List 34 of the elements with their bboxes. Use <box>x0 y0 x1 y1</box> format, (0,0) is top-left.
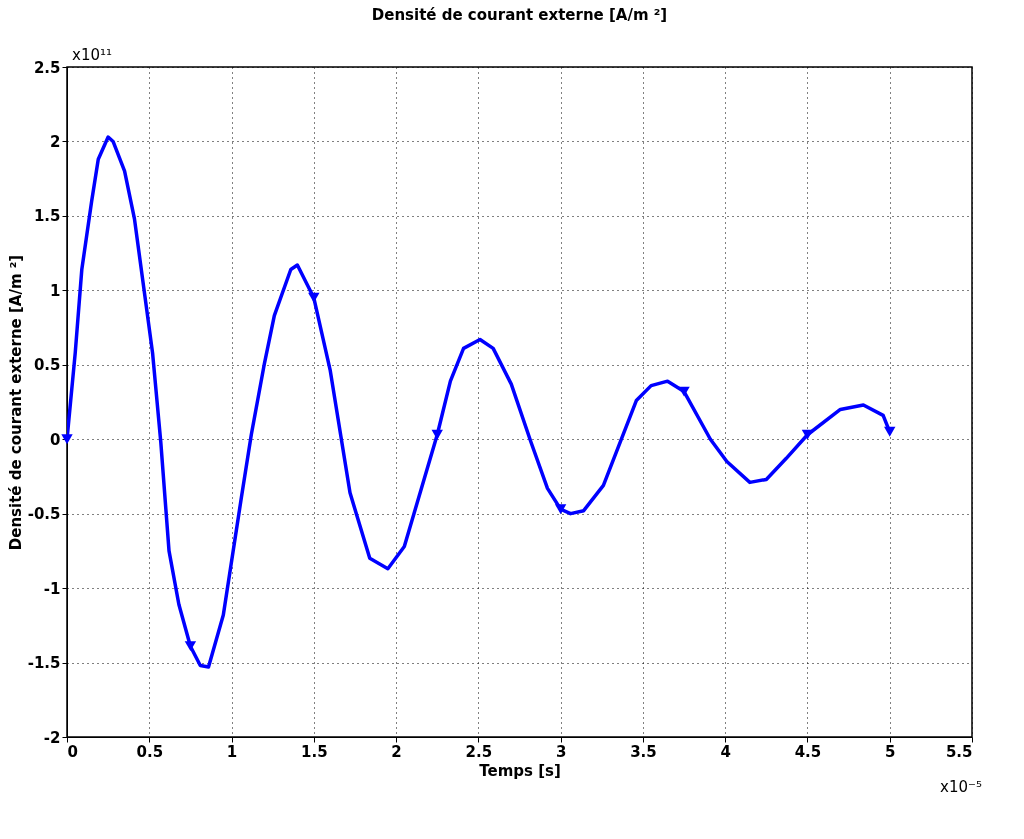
point <box>678 386 690 397</box>
x-tick-label: 1 <box>226 742 238 761</box>
x-tick-label: 5.5 <box>945 742 973 761</box>
y-tick-label: 0 <box>50 430 61 449</box>
point <box>308 292 320 303</box>
point <box>61 434 73 445</box>
y-tick-label: 1 <box>50 281 61 300</box>
point <box>554 504 567 515</box>
x-tick-label: 3.5 <box>630 742 657 761</box>
text: x10¹¹ <box>72 46 112 64</box>
x-tick-label: 3 <box>555 742 567 761</box>
x-tick-label: 2.5 <box>465 742 493 761</box>
x-tick-label: 5 <box>885 742 896 761</box>
point <box>884 426 896 437</box>
y-tick-label: 0.5 <box>33 356 61 375</box>
point <box>431 429 443 440</box>
y-tick-label: -2 <box>43 728 61 747</box>
chart-title: Densité de courant externe [A/m ²] <box>371 6 668 24</box>
x-tick-label: 4 <box>720 742 731 761</box>
y-tick-label: 2 <box>50 132 61 151</box>
y-tick-label: -1 <box>43 579 61 598</box>
x-tick-label: 0 <box>67 742 78 761</box>
y-tick-label: -0.5 <box>27 505 61 524</box>
y-tick-label: 2.5 <box>33 58 61 77</box>
x-tick-label: 1.5 <box>301 742 328 761</box>
text: x10⁻⁵ <box>940 778 982 796</box>
x-tick-label: 2 <box>391 742 402 761</box>
point <box>184 641 197 652</box>
y-tick-label: -1.5 <box>27 654 61 673</box>
y-axis-title: Densité de courant externe [A/m ²] <box>6 254 25 551</box>
x-tick-label: 4.5 <box>794 742 822 761</box>
x-tick-label: 0.5 <box>136 742 164 761</box>
y-tick-label: 1.5 <box>33 207 61 226</box>
x-axis-title: Temps [s] <box>479 761 561 780</box>
